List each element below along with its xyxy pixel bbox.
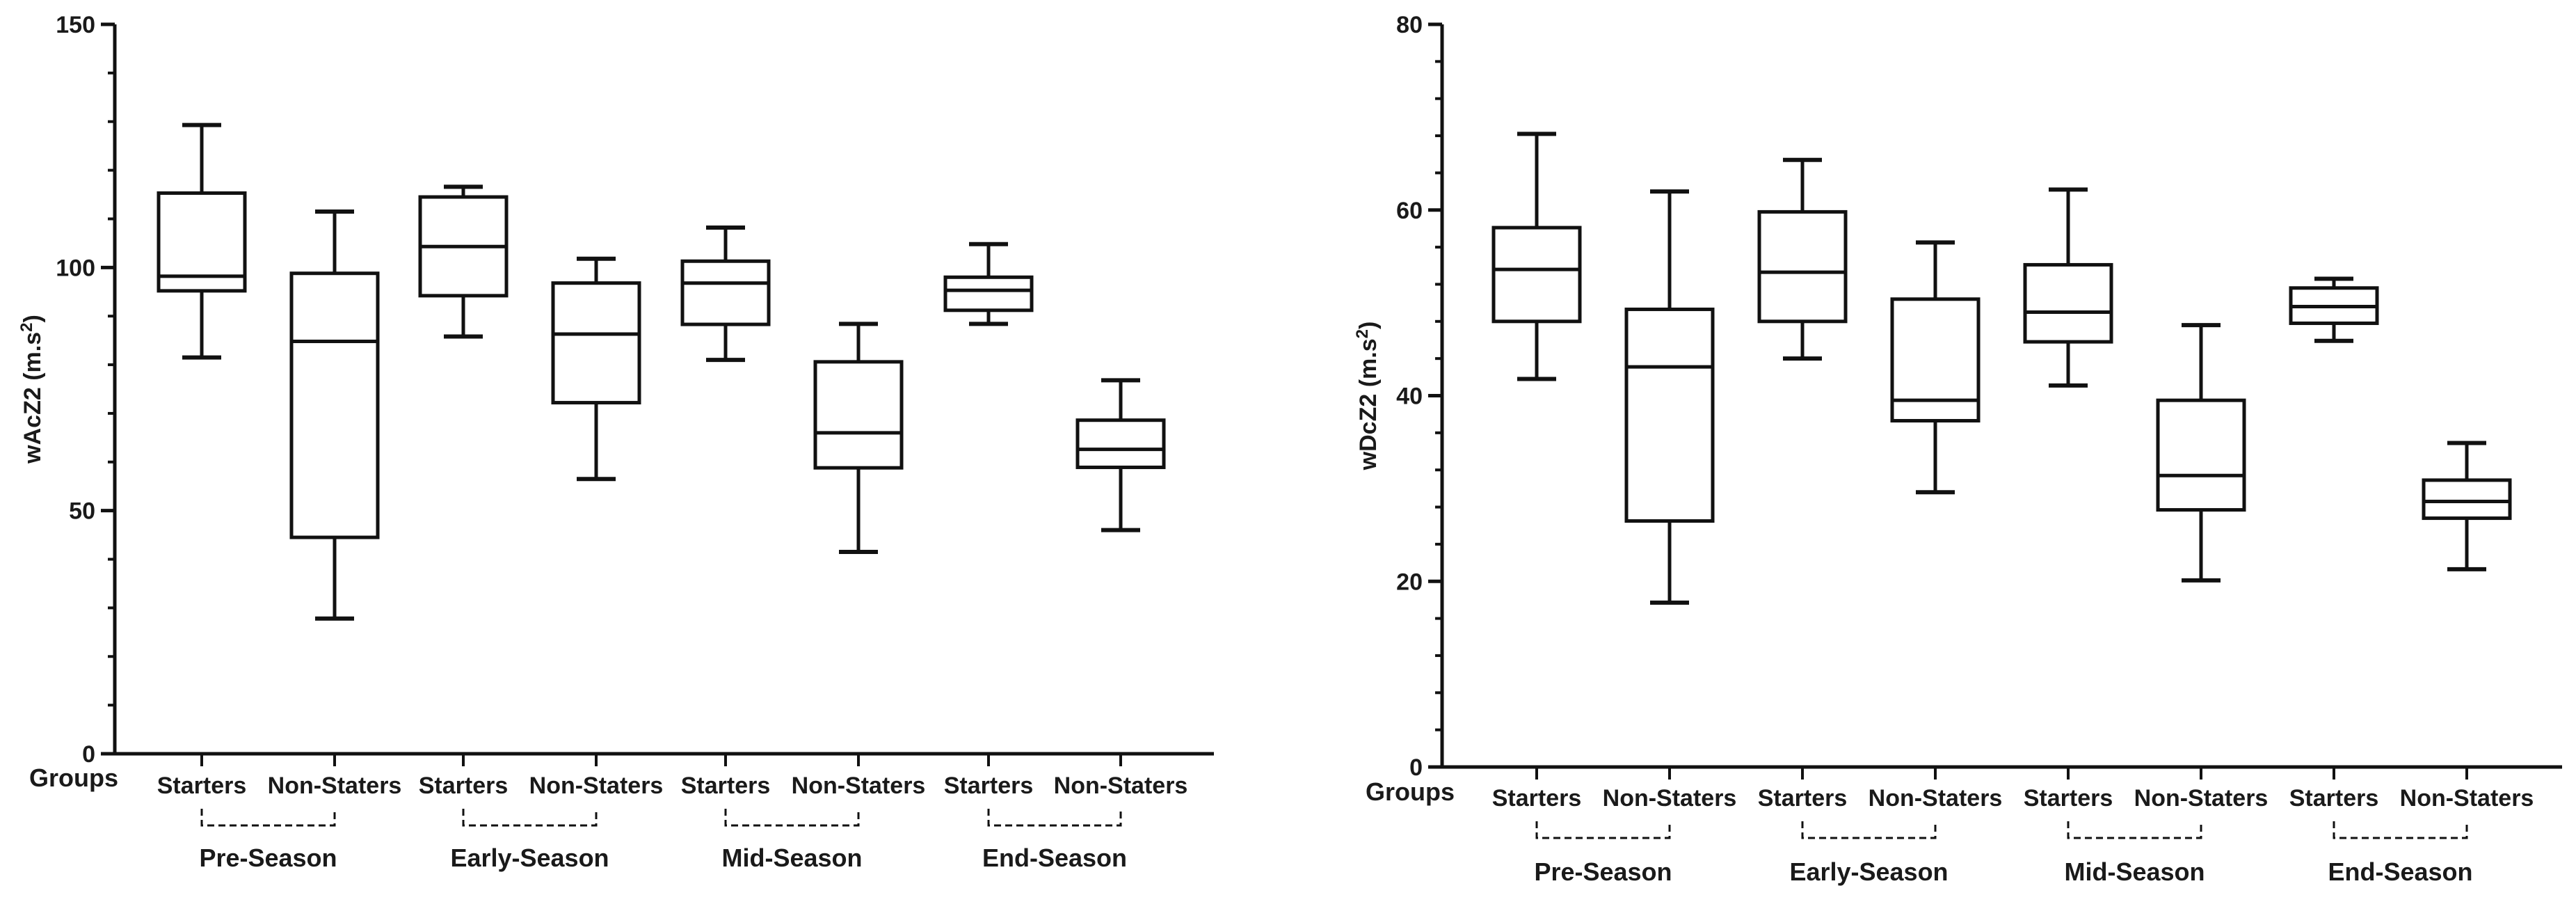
phase-label: Pre-Season: [1534, 857, 1672, 886]
iqr-box: [680, 259, 771, 326]
y-tick-label: 50: [69, 498, 95, 525]
phase-label: Pre-Season: [199, 844, 337, 872]
box-1: [157, 122, 247, 360]
iqr-box: [1075, 418, 1166, 469]
category-label: Starters: [1758, 785, 1848, 812]
category-label: Starters: [157, 773, 247, 799]
category-label: Non-Staters: [1603, 785, 1737, 812]
box-7: [2289, 276, 2379, 343]
category-label: Starters: [2024, 785, 2113, 812]
iqr-box: [943, 275, 1034, 312]
phase-bracket: [724, 809, 860, 827]
y-axis-title: wAcZ2 (m.s2): [17, 315, 46, 464]
phase-bracket: [462, 809, 598, 827]
y-tick-label: 0: [82, 741, 95, 768]
category-label: Starters: [419, 773, 509, 799]
box-5: [680, 226, 771, 363]
y-tick-label: 150: [56, 12, 95, 38]
box-1: [1491, 132, 1582, 381]
phase-label: Early-Season: [1789, 857, 1948, 886]
iqr-box: [289, 271, 380, 539]
box-3: [1757, 157, 1848, 361]
category-label: Non-Staters: [2134, 785, 2269, 812]
category-label: Starters: [944, 773, 1034, 799]
y-tick-label: 40: [1396, 383, 1423, 410]
box-7: [943, 242, 1034, 326]
box-2: [289, 209, 380, 621]
y-tick-label: 0: [1409, 754, 1423, 781]
category-label: Starters: [1492, 785, 1582, 812]
box-8: [2422, 441, 2512, 571]
phase-bracket: [1535, 821, 1671, 839]
category-label: Starters: [2289, 785, 2379, 812]
category-label: Non-Staters: [1054, 773, 1188, 799]
box-5: [2023, 187, 2113, 388]
phase-label: End-Season: [2328, 857, 2472, 886]
y-tick-label: 100: [56, 255, 95, 281]
iqr-box: [813, 360, 904, 470]
category-label: Non-Staters: [2400, 785, 2534, 812]
iqr-box: [1624, 307, 1715, 523]
box-4: [551, 256, 641, 482]
category-label: Non-Staters: [268, 773, 402, 799]
box-8: [1075, 378, 1166, 532]
box-6: [2156, 323, 2246, 583]
left-boxplot-panel: 0 50 100 150 wAcZ2 (m.s2) Groups Starters Non-S…: [17, 12, 1214, 872]
category-label: Starters: [681, 773, 771, 799]
phase-label: Mid-Season: [721, 844, 862, 872]
groups-label: Groups: [29, 763, 118, 792]
box-6: [813, 322, 904, 555]
iqr-box: [1757, 209, 1848, 324]
y-tick-label: 60: [1396, 198, 1423, 224]
y-axis-title: wDcZ2 (m.s2): [1353, 322, 1382, 471]
groups-label: Groups: [1366, 777, 1455, 806]
iqr-box: [2422, 478, 2512, 521]
iqr-box: [551, 281, 641, 405]
phase-bracket: [200, 809, 336, 827]
iqr-box: [1491, 226, 1582, 324]
phase-bracket: [2333, 821, 2468, 839]
right-boxplot-panel: 0 20 40 60 80 wDcZ2 (m.s2) Groups Starters Non-S…: [1353, 12, 2562, 886]
category-label: Non-Staters: [529, 773, 664, 799]
box-2: [1624, 189, 1715, 605]
category-label: Non-Staters: [792, 773, 926, 799]
box-4: [1890, 240, 1981, 495]
category-label: Non-Staters: [1869, 785, 2003, 812]
box-3: [418, 184, 509, 339]
iqr-box: [2156, 398, 2246, 512]
phase-bracket: [2067, 821, 2202, 839]
iqr-box: [1890, 297, 1981, 423]
phase-bracket: [1801, 821, 1937, 839]
phase-label: Early-Season: [450, 844, 609, 872]
phase-label: End-Season: [982, 844, 1127, 872]
phase-bracket: [987, 809, 1122, 827]
iqr-box: [2023, 262, 2113, 344]
y-tick-label: 80: [1396, 12, 1423, 38]
y-tick-label: 20: [1396, 569, 1423, 595]
phase-label: Mid-Season: [2064, 857, 2205, 886]
